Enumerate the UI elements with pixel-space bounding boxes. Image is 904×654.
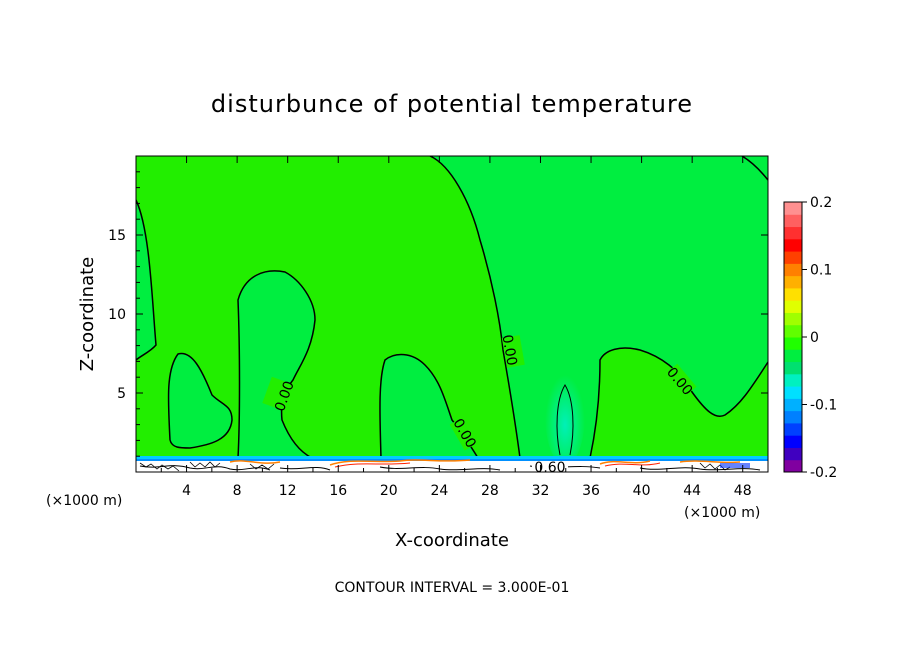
negative-lobes bbox=[136, 156, 768, 458]
colorbar-swatch bbox=[784, 324, 802, 338]
contour-0-top-right bbox=[741, 156, 768, 181]
colorbar-swatch bbox=[784, 300, 802, 313]
colorbar-swatch bbox=[784, 337, 802, 350]
colorbar-swatch bbox=[784, 373, 802, 387]
contour-0-blob-2 bbox=[237, 270, 316, 459]
colorbar-swatch bbox=[784, 422, 802, 436]
colorbar-swatch bbox=[784, 226, 802, 240]
plot-area bbox=[136, 156, 768, 472]
cool-plume bbox=[545, 365, 585, 465]
x-axis: 4 8 12 16 20 24 28 32 36 40 44 48 bbox=[160, 156, 752, 499]
colorbar-swatch bbox=[784, 361, 802, 375]
lobe-4 bbox=[379, 354, 478, 458]
colorbar-tick-label: 0.2 bbox=[810, 195, 832, 211]
colorbar-swatch bbox=[784, 435, 802, 448]
colorbar-swatch bbox=[784, 447, 802, 461]
z-tick-label: 10 bbox=[108, 307, 126, 323]
contour-label-3: 0.00 bbox=[498, 333, 519, 366]
colorbar-swatch bbox=[784, 202, 802, 215]
colorbar-swatch bbox=[784, 459, 802, 473]
contour-0-right bbox=[589, 347, 768, 459]
contour-interval-note: CONTOUR INTERVAL = 3.000E-01 bbox=[335, 580, 570, 596]
x-tick-label: 44 bbox=[683, 483, 701, 499]
x-tick-label: 20 bbox=[380, 483, 398, 499]
contour-0-left-edge bbox=[136, 199, 157, 361]
colorbar-swatch bbox=[784, 214, 802, 228]
z-tick-label: 5 bbox=[117, 386, 126, 402]
x-unit-left: (×1000 m) bbox=[46, 493, 122, 509]
lobe-2 bbox=[168, 353, 232, 448]
contour-label-5: 0.60 bbox=[534, 460, 565, 476]
colorbar-swatch bbox=[784, 398, 802, 412]
x-axis-label: X-coordinate bbox=[395, 530, 509, 551]
colorbar-swatch bbox=[784, 238, 802, 252]
colorbar-swatch bbox=[784, 287, 802, 301]
x-tick-label: 16 bbox=[329, 483, 347, 499]
x-tick-label: 4 bbox=[182, 483, 191, 499]
chart-title: disturbunce of potential temperature bbox=[211, 90, 693, 118]
contour-plume bbox=[556, 384, 574, 456]
z-tick-label: 15 bbox=[108, 228, 126, 244]
colorbar-swatch bbox=[784, 410, 802, 424]
colorbar-tick-label: -0.2 bbox=[810, 465, 837, 481]
x-tick-label: 12 bbox=[279, 483, 297, 499]
colorbar-swatch bbox=[784, 275, 802, 289]
colorbar-swatch bbox=[784, 349, 802, 363]
x-tick-label: 8 bbox=[233, 483, 242, 499]
contour-labels: 0.00 0.00 0.00 0.00 0.60 bbox=[262, 333, 697, 476]
colorbar-swatch bbox=[784, 312, 802, 326]
lobe-1 bbox=[136, 200, 156, 360]
colorbar-swatch bbox=[784, 251, 802, 264]
x-tick-label: 40 bbox=[633, 483, 651, 499]
x-tick-label: 48 bbox=[734, 483, 752, 499]
surface-layer bbox=[136, 456, 768, 472]
colorbar-tick-label: -0.1 bbox=[810, 398, 837, 414]
lobe-3 bbox=[238, 270, 315, 458]
x-tick-label: 24 bbox=[430, 483, 448, 499]
x-tick-label: 28 bbox=[481, 483, 499, 499]
x-unit-right: (×1000 m) bbox=[684, 505, 760, 521]
colorbar-tick-label: 0.1 bbox=[810, 263, 832, 279]
contour-0-center bbox=[429, 156, 521, 459]
colorbar-tick-label: 0 bbox=[810, 330, 819, 346]
colorbar: 0.2 0.1 0 -0.1 -0.2 bbox=[783, 195, 837, 481]
colorbar-swatch bbox=[784, 263, 802, 277]
colorbar-swatch bbox=[784, 386, 802, 399]
x-tick-label: 32 bbox=[532, 483, 550, 499]
contour-0-blob-1 bbox=[167, 352, 233, 449]
z-axis-label: Z-coordinate bbox=[77, 257, 98, 372]
contour-lines bbox=[136, 156, 768, 459]
z-axis: 5 10 15 bbox=[108, 171, 768, 457]
x-tick-label: 36 bbox=[582, 483, 600, 499]
lobe-5 bbox=[430, 156, 768, 458]
